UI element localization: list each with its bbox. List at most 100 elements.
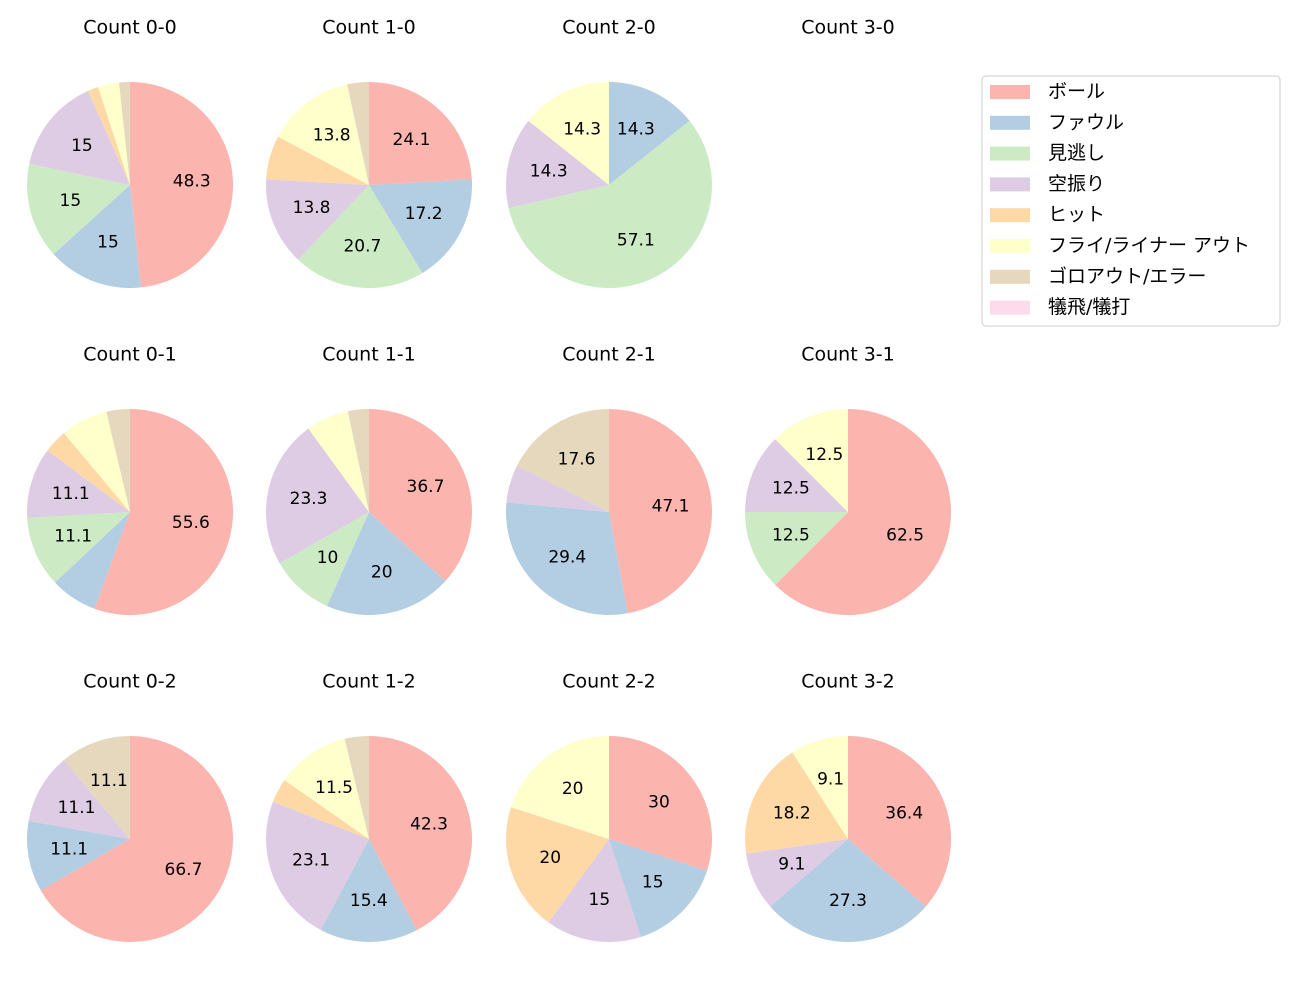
slice-label: 20 (562, 779, 584, 799)
slice-label: 36.4 (885, 803, 923, 823)
slice-label: 24.1 (393, 130, 431, 150)
slice-label: 57.1 (617, 231, 655, 251)
legend-swatch (990, 177, 1030, 192)
pie-slice (506, 120, 609, 209)
chart-title: Count 2-1 (562, 344, 656, 366)
pie-slice (369, 736, 472, 931)
slice-label: 12.5 (772, 526, 810, 546)
chart-title: Count 0-0 (83, 17, 177, 39)
slice-label: 18.2 (773, 803, 811, 823)
pie-slice (508, 120, 712, 289)
pie-slice (746, 839, 848, 907)
slice-label: 62.5 (886, 526, 924, 546)
slice-label: 9.1 (778, 855, 805, 875)
slice-label: 17.2 (405, 204, 443, 224)
pie-slice (278, 84, 369, 185)
pie-slice (770, 839, 926, 943)
pie-slice (347, 82, 369, 185)
slice-label: 55.6 (172, 513, 210, 533)
chart-title: Count 3-0 (801, 17, 895, 39)
chart-title: Count 3-2 (801, 671, 895, 693)
legend-swatch (990, 300, 1030, 315)
chart-title: Count 1-2 (322, 671, 416, 693)
legend-swatch (990, 85, 1030, 99)
slice-label: 14.3 (530, 161, 568, 181)
slice-label: 20 (371, 562, 393, 582)
legend-label: ゴロアウト/エラー (1048, 265, 1206, 287)
slice-label: 48.3 (173, 172, 211, 192)
pie-slice (369, 409, 473, 582)
slice-label: 9.1 (817, 770, 844, 790)
pie-slice (266, 136, 369, 185)
pie-slice (506, 465, 609, 512)
legend-label: 見逃し (1048, 142, 1105, 164)
slice-label: 15 (71, 136, 93, 156)
pie-slice (506, 502, 628, 615)
pie-slice (298, 185, 423, 288)
chart-title: Count 2-0 (562, 17, 656, 39)
pie-slice (609, 409, 712, 614)
slice-label: 17.6 (558, 449, 596, 469)
slice-label: 14.3 (617, 119, 655, 139)
pie-slice (47, 433, 131, 512)
legend-swatch (990, 239, 1030, 253)
slice-label: 15 (97, 233, 119, 253)
pie-slice (347, 409, 369, 512)
legend-label: フライ/ライナー アウト (1048, 235, 1250, 257)
legend-swatch (990, 146, 1030, 161)
slice-label: 11.1 (58, 798, 96, 818)
pie-slice (29, 90, 130, 185)
pie-slice (745, 512, 848, 585)
slice-label: 36.7 (407, 477, 445, 497)
legend-label: ボール (1048, 81, 1105, 103)
pie-slice (284, 738, 369, 839)
slice-label: 15 (642, 873, 664, 893)
slice-label: 47.1 (652, 496, 690, 516)
pie-slice (344, 736, 369, 839)
pie-slice (28, 760, 130, 839)
pie-slice (775, 409, 951, 615)
pie-slice (609, 736, 712, 871)
slice-label: 20.7 (343, 236, 381, 256)
legend-label: ヒット (1048, 204, 1105, 226)
legend-box (981, 75, 1281, 327)
slice-label: 11.1 (50, 840, 88, 860)
pie-slice (279, 512, 369, 607)
pie-slice (528, 82, 609, 185)
slice-label: 11.1 (54, 526, 92, 546)
slice-label: 12.5 (772, 478, 810, 498)
legend-swatch (990, 208, 1030, 223)
pie-slice (53, 185, 141, 289)
legend-swatch (990, 115, 1030, 130)
pie-slice (27, 163, 130, 255)
slice-label: 30 (648, 793, 670, 813)
slice-label: 66.7 (165, 860, 203, 880)
pie-slice (548, 839, 641, 942)
legend-label: ファウル (1048, 111, 1124, 133)
chart-title: Count 3-1 (801, 344, 895, 366)
slice-label: 11.1 (52, 484, 90, 504)
chart-title: Count 0-1 (83, 344, 177, 366)
pie-slice (106, 409, 130, 512)
pie-slice (308, 411, 369, 512)
slice-label: 15 (589, 890, 611, 910)
pie-slice (609, 839, 707, 937)
pie-slice (516, 409, 609, 512)
pie-slice (265, 801, 369, 931)
pie-slice (98, 82, 130, 185)
chart-title: Count 1-1 (322, 344, 416, 366)
pie-slice (27, 450, 131, 518)
pie-slice (272, 780, 369, 839)
pie-slice (320, 839, 417, 942)
slice-label: 42.3 (410, 814, 448, 834)
slice-label: 13.8 (293, 198, 331, 218)
pie-slice (266, 428, 369, 564)
pie-slice (609, 82, 690, 185)
pie-slice (745, 439, 848, 512)
pie-slice (54, 512, 131, 609)
pie-slice (266, 179, 369, 260)
slice-label: 20 (539, 848, 561, 868)
chart-title: Count 1-0 (322, 17, 416, 39)
